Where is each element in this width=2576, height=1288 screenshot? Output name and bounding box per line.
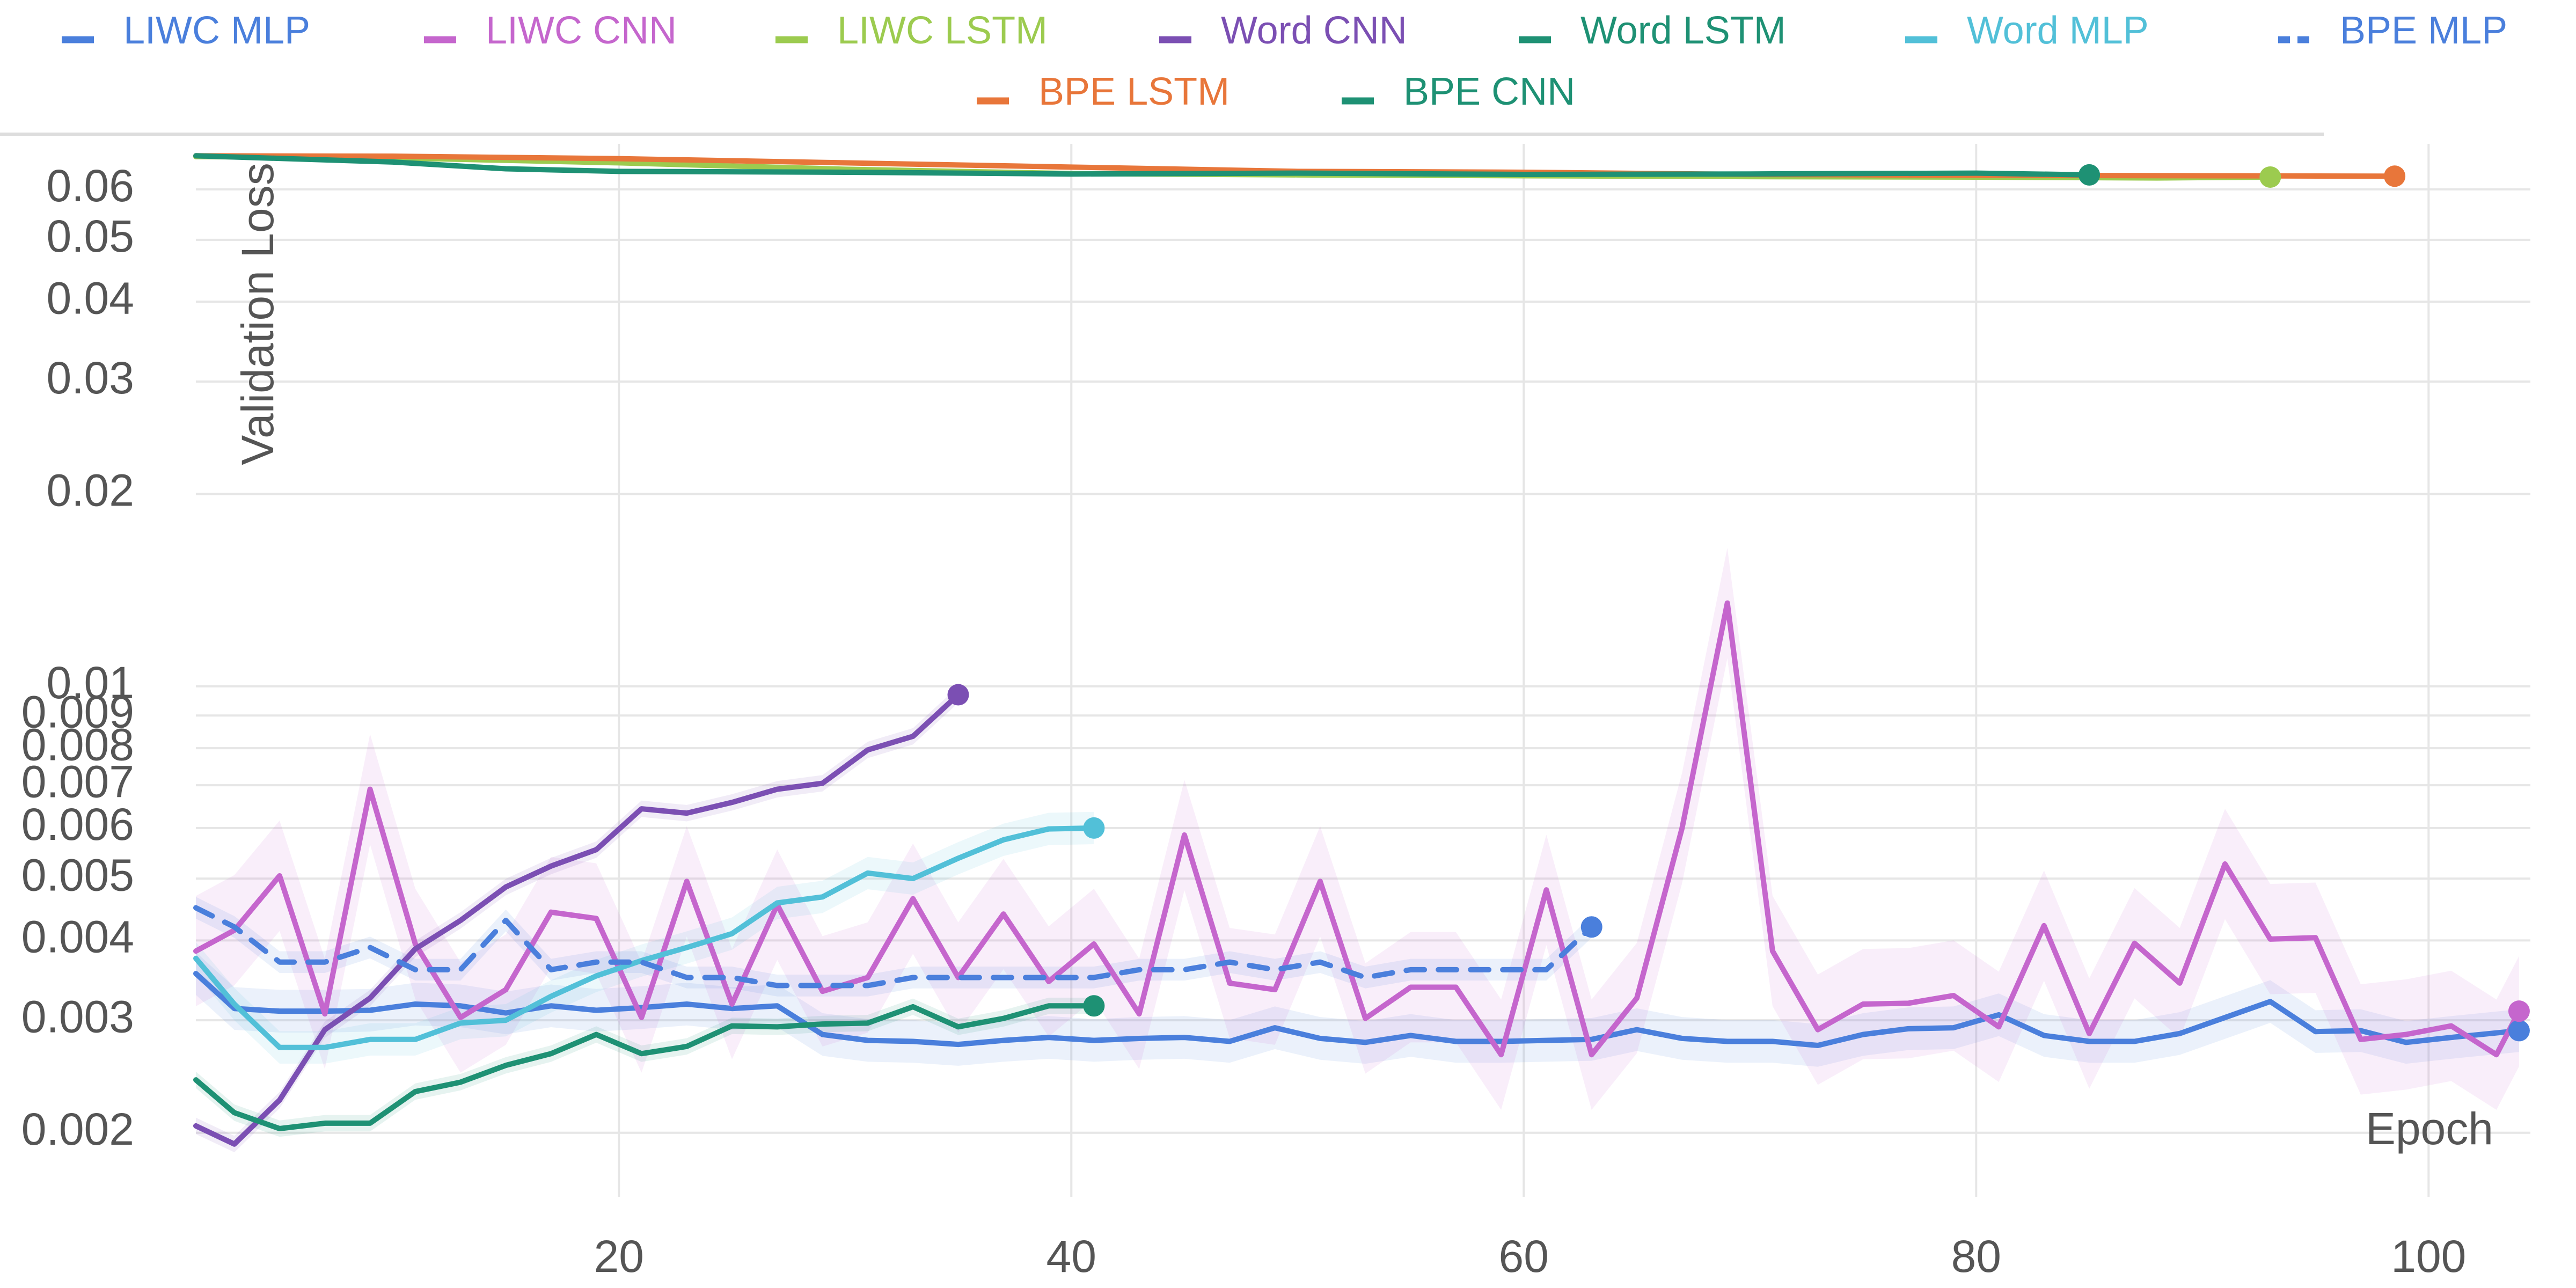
y-tick-label: 0.002: [21, 1104, 134, 1154]
x-tick-label: 100: [2391, 1231, 2466, 1282]
legend-item-6[interactable]: BPE MLP: [2278, 9, 2507, 52]
legend-label: LIWC MLP: [123, 9, 310, 52]
series-end-point-2[interactable]: [2259, 166, 2281, 188]
series-end-point-5[interactable]: [1083, 817, 1105, 839]
legend-item-8[interactable]: BPE CNN: [1342, 70, 1575, 113]
series-band-4: [196, 997, 1094, 1137]
legend-item-5[interactable]: Word MLP: [1905, 9, 2149, 52]
x-tick-label: 80: [1951, 1231, 2001, 1282]
y-tick-label: 0.004: [21, 912, 134, 962]
legend-item-2[interactable]: LIWC LSTM: [775, 9, 1048, 52]
series-line-8[interactable]: [193, 153, 2092, 178]
series-band-6: [196, 897, 1592, 997]
y-tick-label: 0.008: [21, 719, 134, 770]
y-tick-label: 0.02: [47, 465, 135, 516]
y-tick-label: 0.003: [21, 991, 134, 1042]
y-tick-label: 0.006: [21, 799, 134, 850]
legend-label: Word MLP: [1967, 9, 2149, 52]
series-line-1[interactable]: [193, 600, 2522, 1058]
legend-item-7[interactable]: BPE LSTM: [977, 70, 1230, 113]
legend-label: Word CNN: [1221, 9, 1407, 52]
series-line-6[interactable]: [193, 905, 1594, 989]
series-end-point-0[interactable]: [2508, 1020, 2530, 1042]
series-band-1: [196, 547, 2519, 1110]
series-lines: [193, 153, 2522, 1147]
legend-label: LIWC LSTM: [837, 9, 1048, 52]
y-tick-label: 0.005: [21, 850, 134, 900]
legend-label: LIWC CNN: [486, 9, 677, 52]
grid: [196, 144, 2530, 1197]
x-axis-label: Epoch: [2366, 1103, 2493, 1154]
y-tick-label: 0.007: [21, 756, 134, 807]
y-tick-label: 0.06: [47, 160, 135, 211]
y-tick-labels: 0.002 0.003 0.004 0.0050.0060.0070.0080.009…: [21, 160, 134, 1154]
x-tick-label: 20: [594, 1231, 644, 1282]
y-tick-label: 0.01: [47, 657, 135, 708]
x-tick-label: 40: [1046, 1231, 1096, 1282]
x-tick-labels: 20 40 60 80 100: [594, 1231, 2467, 1282]
series-end-point-4[interactable]: [1083, 995, 1105, 1017]
legend-label: BPE LSTM: [1038, 70, 1230, 113]
series-end-point-3[interactable]: [947, 684, 969, 706]
series-band-0: [196, 952, 2519, 1067]
endpoint-markers: [947, 164, 2530, 1042]
series-line-0[interactable]: [193, 971, 2522, 1048]
series-end-point-8[interactable]: [2079, 164, 2101, 186]
legend-item-3[interactable]: Word CNN: [1159, 9, 1407, 52]
y-tick-label: 0.05: [47, 211, 135, 261]
legend-item-0[interactable]: LIWC MLP: [62, 9, 310, 52]
y-tick-label: 0.009: [21, 686, 134, 737]
series-line-4[interactable]: [193, 1003, 1097, 1132]
y-tick-label: 0.03: [47, 353, 135, 403]
legend-label: BPE CNN: [1403, 70, 1575, 113]
legend-label: Word LSTM: [1580, 9, 1786, 52]
series-line-3[interactable]: [193, 692, 961, 1147]
series-end-point-6[interactable]: [1580, 916, 1602, 938]
legend-item-1[interactable]: LIWC CNN: [424, 9, 677, 52]
x-tick-label: 60: [1499, 1231, 1549, 1282]
legend-label: BPE MLP: [2340, 9, 2507, 52]
confidence-bands: [196, 547, 2519, 1153]
series-end-point-7[interactable]: [2384, 165, 2406, 187]
y-tick-label: 0.04: [47, 273, 135, 323]
legend-item-4[interactable]: Word LSTM: [1519, 9, 1786, 52]
y-axis-label: Validation Loss: [232, 163, 283, 465]
legend[interactable]: LIWC MLP LIWC CNN LIWC LSTM Word CNN Word LS…: [62, 9, 2507, 113]
series-end-point-1[interactable]: [2508, 1000, 2530, 1022]
